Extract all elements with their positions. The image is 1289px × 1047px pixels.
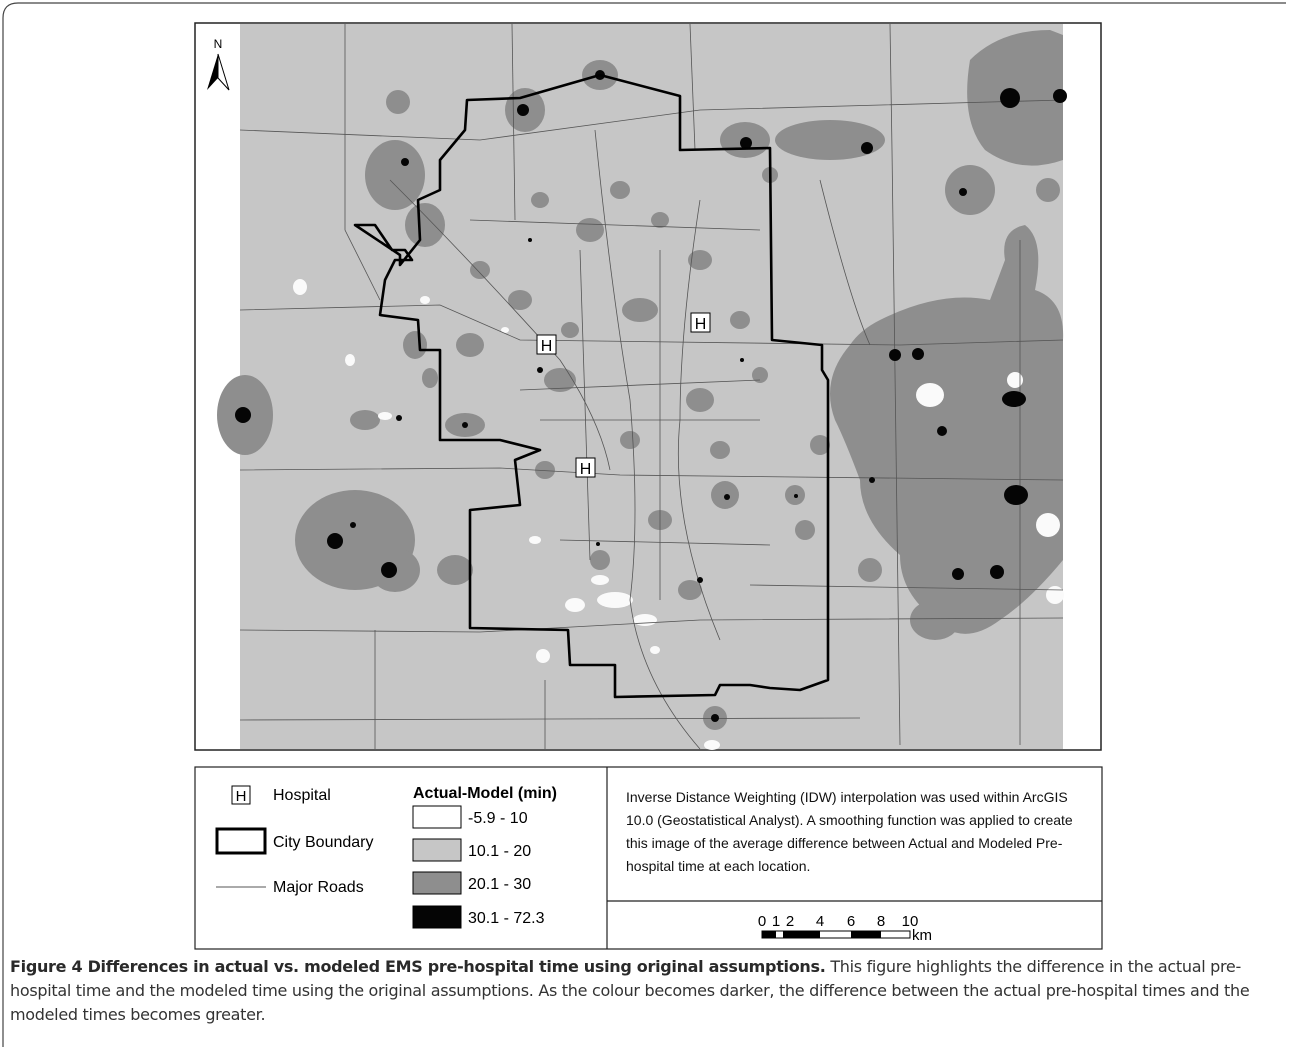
legend: H Hospital City Boundary Major Roads Act… — [194, 766, 1103, 950]
map: N H H H — [207, 23, 1067, 750]
caption-text: This figure highlights the difference in… — [10, 957, 1250, 1024]
caption: Figure 4 Differences in actual vs. model… — [10, 955, 1280, 1027]
class-label: -5.9 - 10 — [468, 810, 528, 827]
hospital-label: H — [695, 316, 707, 333]
scale-label: km — [912, 927, 932, 944]
north-label: N — [214, 37, 223, 51]
class-label: 10.1 - 20 — [468, 843, 531, 860]
city-boundary — [353, 73, 830, 699]
hospital-label: H — [541, 338, 553, 355]
hospitals: H H H — [536, 312, 711, 478]
scale-label: 4 — [816, 913, 824, 930]
legend-symbol: H — [236, 788, 247, 805]
scale-label: 6 — [847, 913, 855, 930]
scale-label: 10 — [902, 913, 919, 930]
hospital-label: H — [580, 461, 592, 478]
caption-title: Figure 4 Differences in actual vs. model… — [10, 957, 826, 976]
scale-label: 0 — [758, 913, 766, 930]
legend-title: Actual-Model (min) — [413, 785, 557, 802]
legend-label: Hospital — [273, 787, 331, 804]
scale-label: 1 — [772, 913, 780, 930]
legend-label: City Boundary — [273, 834, 374, 851]
class-label: 20.1 - 30 — [468, 876, 531, 893]
scale-label: 8 — [877, 913, 885, 930]
zone-high — [235, 70, 1067, 722]
scale-label: 2 — [786, 913, 794, 930]
north-arrow: N — [207, 37, 230, 91]
class-label: 30.1 - 72.3 — [468, 910, 545, 927]
legend-note: Inverse Distance Weighting (IDW) interpo… — [626, 789, 1073, 874]
legend-label: Major Roads — [273, 879, 364, 896]
